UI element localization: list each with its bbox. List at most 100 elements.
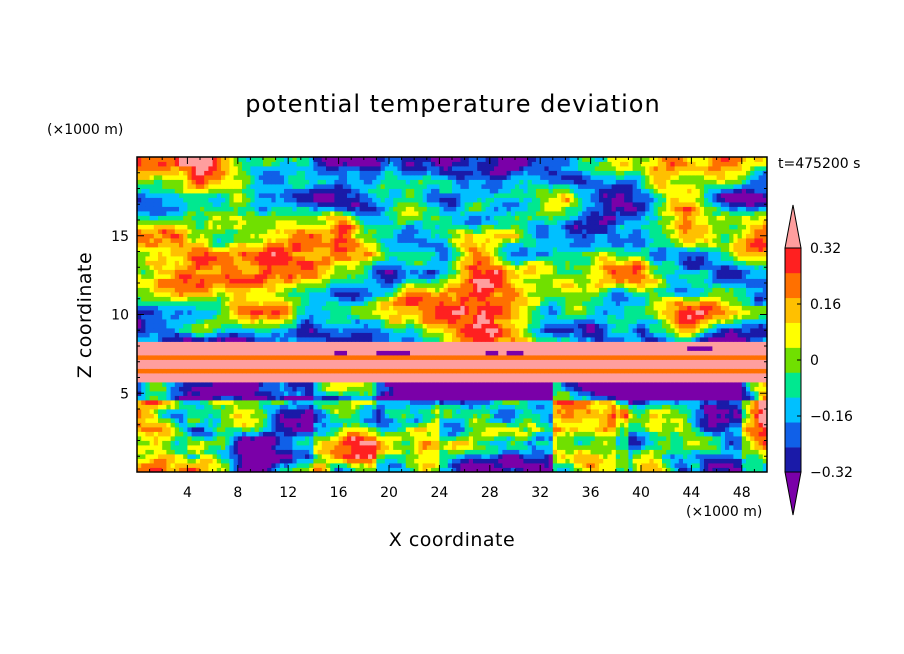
contour-cell (489, 409, 495, 414)
contour-cell (670, 404, 675, 410)
contour-cell (464, 395, 470, 401)
contour-cell (200, 355, 205, 360)
contour-cell (153, 427, 159, 432)
contour-cell (624, 431, 629, 437)
contour-cell (363, 355, 369, 360)
contour-cell (279, 409, 285, 414)
contour-cell (418, 332, 423, 338)
contour-cell (405, 359, 411, 365)
contour-cell (393, 323, 398, 329)
contour-cell (183, 332, 188, 338)
contour-cell (657, 427, 663, 432)
contour-cell (687, 328, 692, 333)
contour-cell (628, 355, 633, 360)
contour-cell (233, 436, 239, 441)
contour-cell (149, 355, 155, 360)
contour-cell (137, 449, 142, 455)
contour-cell (662, 440, 667, 446)
contour-cell (258, 409, 264, 414)
contour-cell (258, 454, 264, 459)
contour-cell (523, 418, 528, 423)
contour-cell (447, 431, 453, 437)
contour-cell (603, 368, 608, 374)
contour-cell (137, 319, 142, 324)
contour-cell (191, 413, 197, 419)
contour-cell (414, 355, 419, 360)
contour-cell (426, 445, 432, 450)
contour-cell (645, 391, 650, 396)
contour-cell (208, 413, 213, 419)
contour-cell (410, 386, 415, 392)
contour-cell (267, 463, 272, 468)
contour-cell (594, 445, 600, 450)
contour-cell (246, 328, 251, 333)
contour-cell (729, 440, 734, 446)
contour-cell (477, 400, 482, 405)
contour-cell (733, 467, 738, 472)
contour-cell (170, 346, 176, 351)
contour-cell (523, 458, 528, 464)
contour-cell (410, 449, 415, 455)
contour-cell (380, 350, 386, 356)
contour-cell (263, 328, 268, 333)
contour-cell (456, 341, 461, 347)
contour-cell (254, 382, 260, 387)
contour-cell (258, 449, 264, 455)
contour-cell (141, 440, 146, 446)
contour-cell (552, 391, 558, 396)
contour-cell (149, 404, 155, 410)
contour-cell (359, 337, 365, 342)
contour-cell (359, 436, 365, 441)
contour-cell (254, 341, 260, 347)
contour-cell (435, 328, 440, 333)
contour-cell (250, 355, 255, 360)
contour-cell (498, 431, 503, 437)
contour-cell (582, 368, 587, 374)
contour-cell (279, 436, 285, 441)
contour-cell (531, 400, 537, 405)
contour-cell (355, 449, 360, 455)
contour-cell (330, 431, 335, 437)
contour-cell (212, 337, 218, 342)
contour-cell (305, 395, 310, 401)
contour-cell (506, 373, 512, 378)
contour-cell (641, 377, 646, 383)
contour-cell (296, 458, 302, 464)
contour-cell (662, 350, 667, 356)
contour-cell (338, 368, 344, 374)
contour-cell (473, 359, 478, 365)
contour-cell (237, 431, 243, 437)
contour-cell (254, 445, 260, 450)
contour-cell (389, 467, 394, 472)
contour-cell (716, 445, 722, 450)
contour-cell (565, 449, 570, 455)
contour-cell (481, 355, 486, 360)
contour-cell (695, 373, 701, 378)
contour-cell (477, 355, 482, 360)
contour-cell (515, 422, 520, 428)
contour-cell (762, 332, 767, 338)
contour-cell (494, 431, 499, 437)
contour-cell (179, 400, 184, 405)
contour-cell (683, 359, 688, 365)
contour-cell (233, 463, 239, 468)
contour-cell (279, 350, 285, 356)
contour-cell (405, 418, 411, 423)
contour-cell (615, 445, 621, 450)
contour-cell (359, 355, 365, 360)
contour-cell (510, 364, 516, 369)
contour-cell (447, 458, 453, 464)
contour-cell (485, 323, 491, 329)
contour-cell (279, 382, 285, 387)
contour-cell (384, 382, 390, 387)
contour-cell (611, 391, 617, 396)
contour-cell (674, 467, 680, 472)
contour-cell (359, 440, 365, 446)
contour-cell (737, 346, 743, 351)
contour-cell (720, 323, 726, 329)
contour-cell (494, 391, 499, 396)
contour-cell (229, 395, 234, 401)
contour-cell (212, 404, 218, 410)
contour-cell (359, 404, 365, 410)
contour-cell (662, 400, 667, 405)
